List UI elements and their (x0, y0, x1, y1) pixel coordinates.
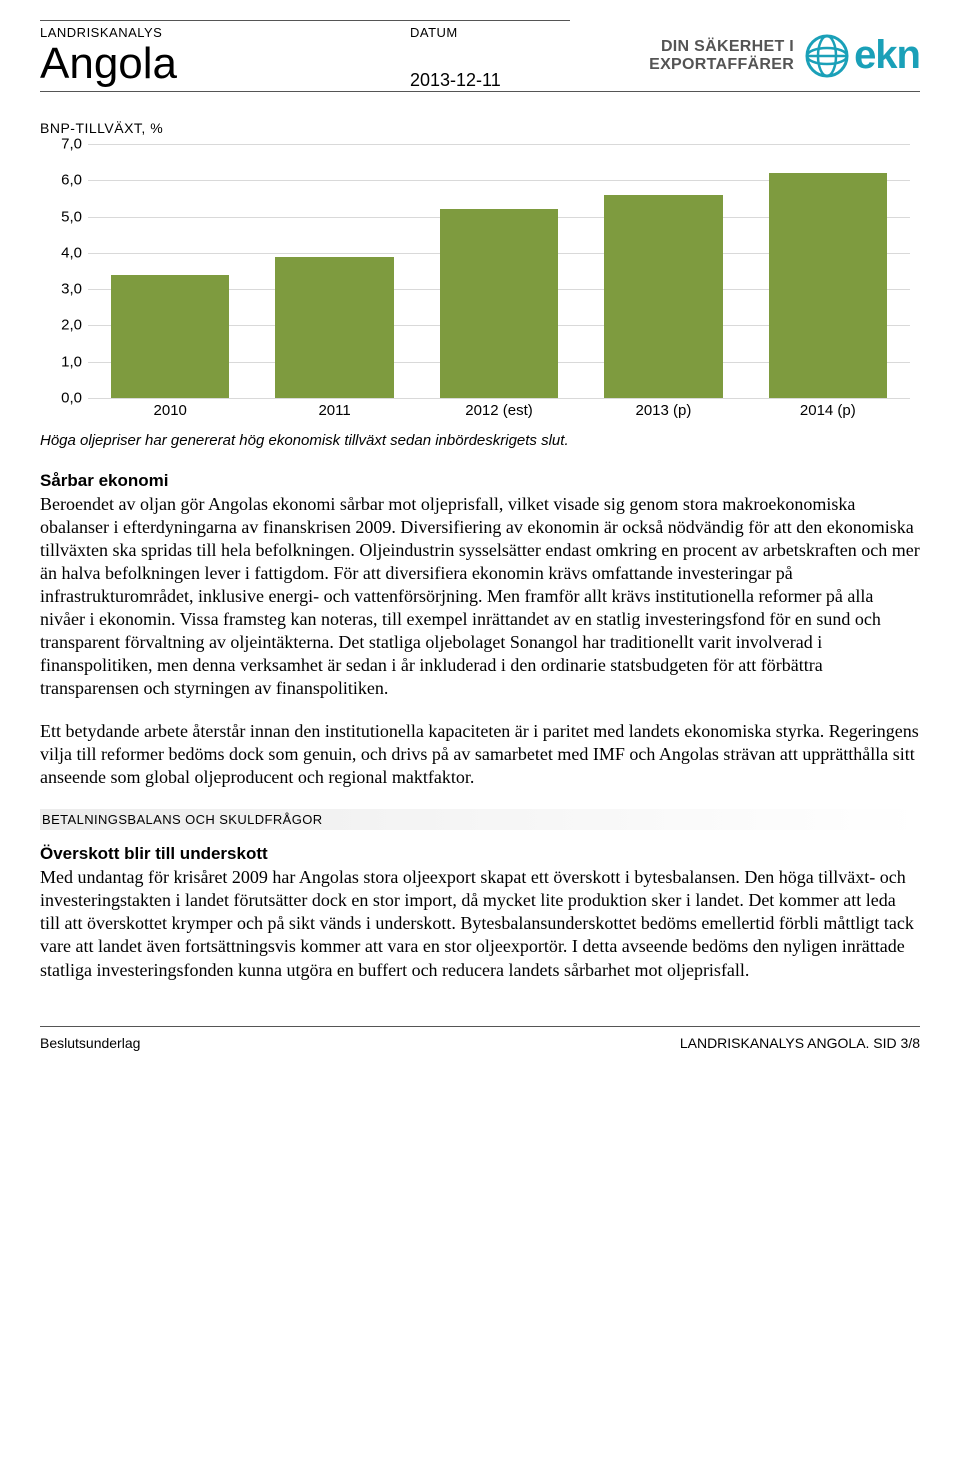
tagline: DIN SÄKERHET I EXPORTAFFÄRER (649, 38, 794, 73)
chart-y-label: 0,0 (44, 390, 82, 407)
chart-y-label: 6,0 (44, 172, 82, 189)
globe-icon (804, 33, 850, 79)
page-footer: Beslutsunderlag LANDRISKANALYS ANGOLA. S… (40, 1026, 920, 1051)
chart-plot-area: 0,01,02,03,04,05,06,07,0 (88, 144, 910, 398)
overskott-heading: Överskott blir till underskott (40, 844, 920, 864)
bar (111, 275, 229, 398)
section-band: BETALNINGSBALANS OCH SKULDFRÅGOR (40, 809, 920, 830)
chart-caption: Höga oljepriser har genererat hög ekonom… (40, 432, 920, 449)
landriskanalys-label: LANDRISKANALYS (40, 25, 410, 40)
footer-left: Beslutsunderlag (40, 1035, 140, 1051)
chart-y-label: 3,0 (44, 281, 82, 298)
sarbarekonomi-para-2: Ett betydande arbete återstår innan den … (40, 720, 920, 789)
bar-slot (252, 144, 416, 398)
bar-slot (88, 144, 252, 398)
chart-x-label: 2014 (p) (746, 402, 910, 424)
header-left: LANDRISKANALYS Angola (40, 20, 410, 91)
bar (604, 195, 722, 398)
chart-y-label: 2,0 (44, 317, 82, 334)
page-header: LANDRISKANALYS Angola DATUM 2013-12-11 D… (40, 20, 920, 92)
bar-slot (581, 144, 745, 398)
header-right: DIN SÄKERHET I EXPORTAFFÄRER ekn (570, 20, 920, 91)
overskott-para-1: Med undantag för krisåret 2009 har Angol… (40, 866, 920, 981)
chart-y-label: 7,0 (44, 136, 82, 153)
document-date: 2013-12-11 (410, 70, 570, 91)
chart-gridline (88, 398, 910, 399)
chart-x-labels: 201020112012 (est)2013 (p)2014 (p) (88, 402, 910, 424)
tagline-line2: EXPORTAFFÄRER (649, 56, 794, 73)
bar-slot (746, 144, 910, 398)
chart-bars (88, 144, 910, 398)
header-mid: DATUM 2013-12-11 (410, 20, 570, 91)
tagline-line1: DIN SÄKERHET I (661, 38, 794, 55)
bar (440, 209, 558, 398)
chart-x-label: 2011 (252, 402, 416, 424)
bar (275, 257, 393, 399)
chart-x-label: 2012 (est) (417, 402, 581, 424)
country-title: Angola (40, 40, 410, 88)
sarbarekonomi-heading: Sårbar ekonomi (40, 471, 920, 491)
chart-y-label: 1,0 (44, 353, 82, 370)
sarbarekonomi-para-1: Beroendet av oljan gör Angolas ekonomi s… (40, 493, 920, 700)
chart-title: BNP-TILLVÄXT, % (40, 120, 920, 136)
bnp-chart: 0,01,02,03,04,05,06,07,0 201020112012 (e… (40, 144, 920, 424)
datum-label: DATUM (410, 25, 570, 40)
chart-y-label: 4,0 (44, 244, 82, 261)
logo-text: ekn (854, 33, 920, 78)
chart-x-label: 2010 (88, 402, 252, 424)
bar-slot (417, 144, 581, 398)
footer-right: LANDRISKANALYS ANGOLA. SID 3/8 (680, 1035, 920, 1051)
chart-x-label: 2013 (p) (581, 402, 745, 424)
ekn-logo: ekn (804, 33, 920, 79)
bar (769, 173, 887, 398)
chart-y-label: 5,0 (44, 208, 82, 225)
